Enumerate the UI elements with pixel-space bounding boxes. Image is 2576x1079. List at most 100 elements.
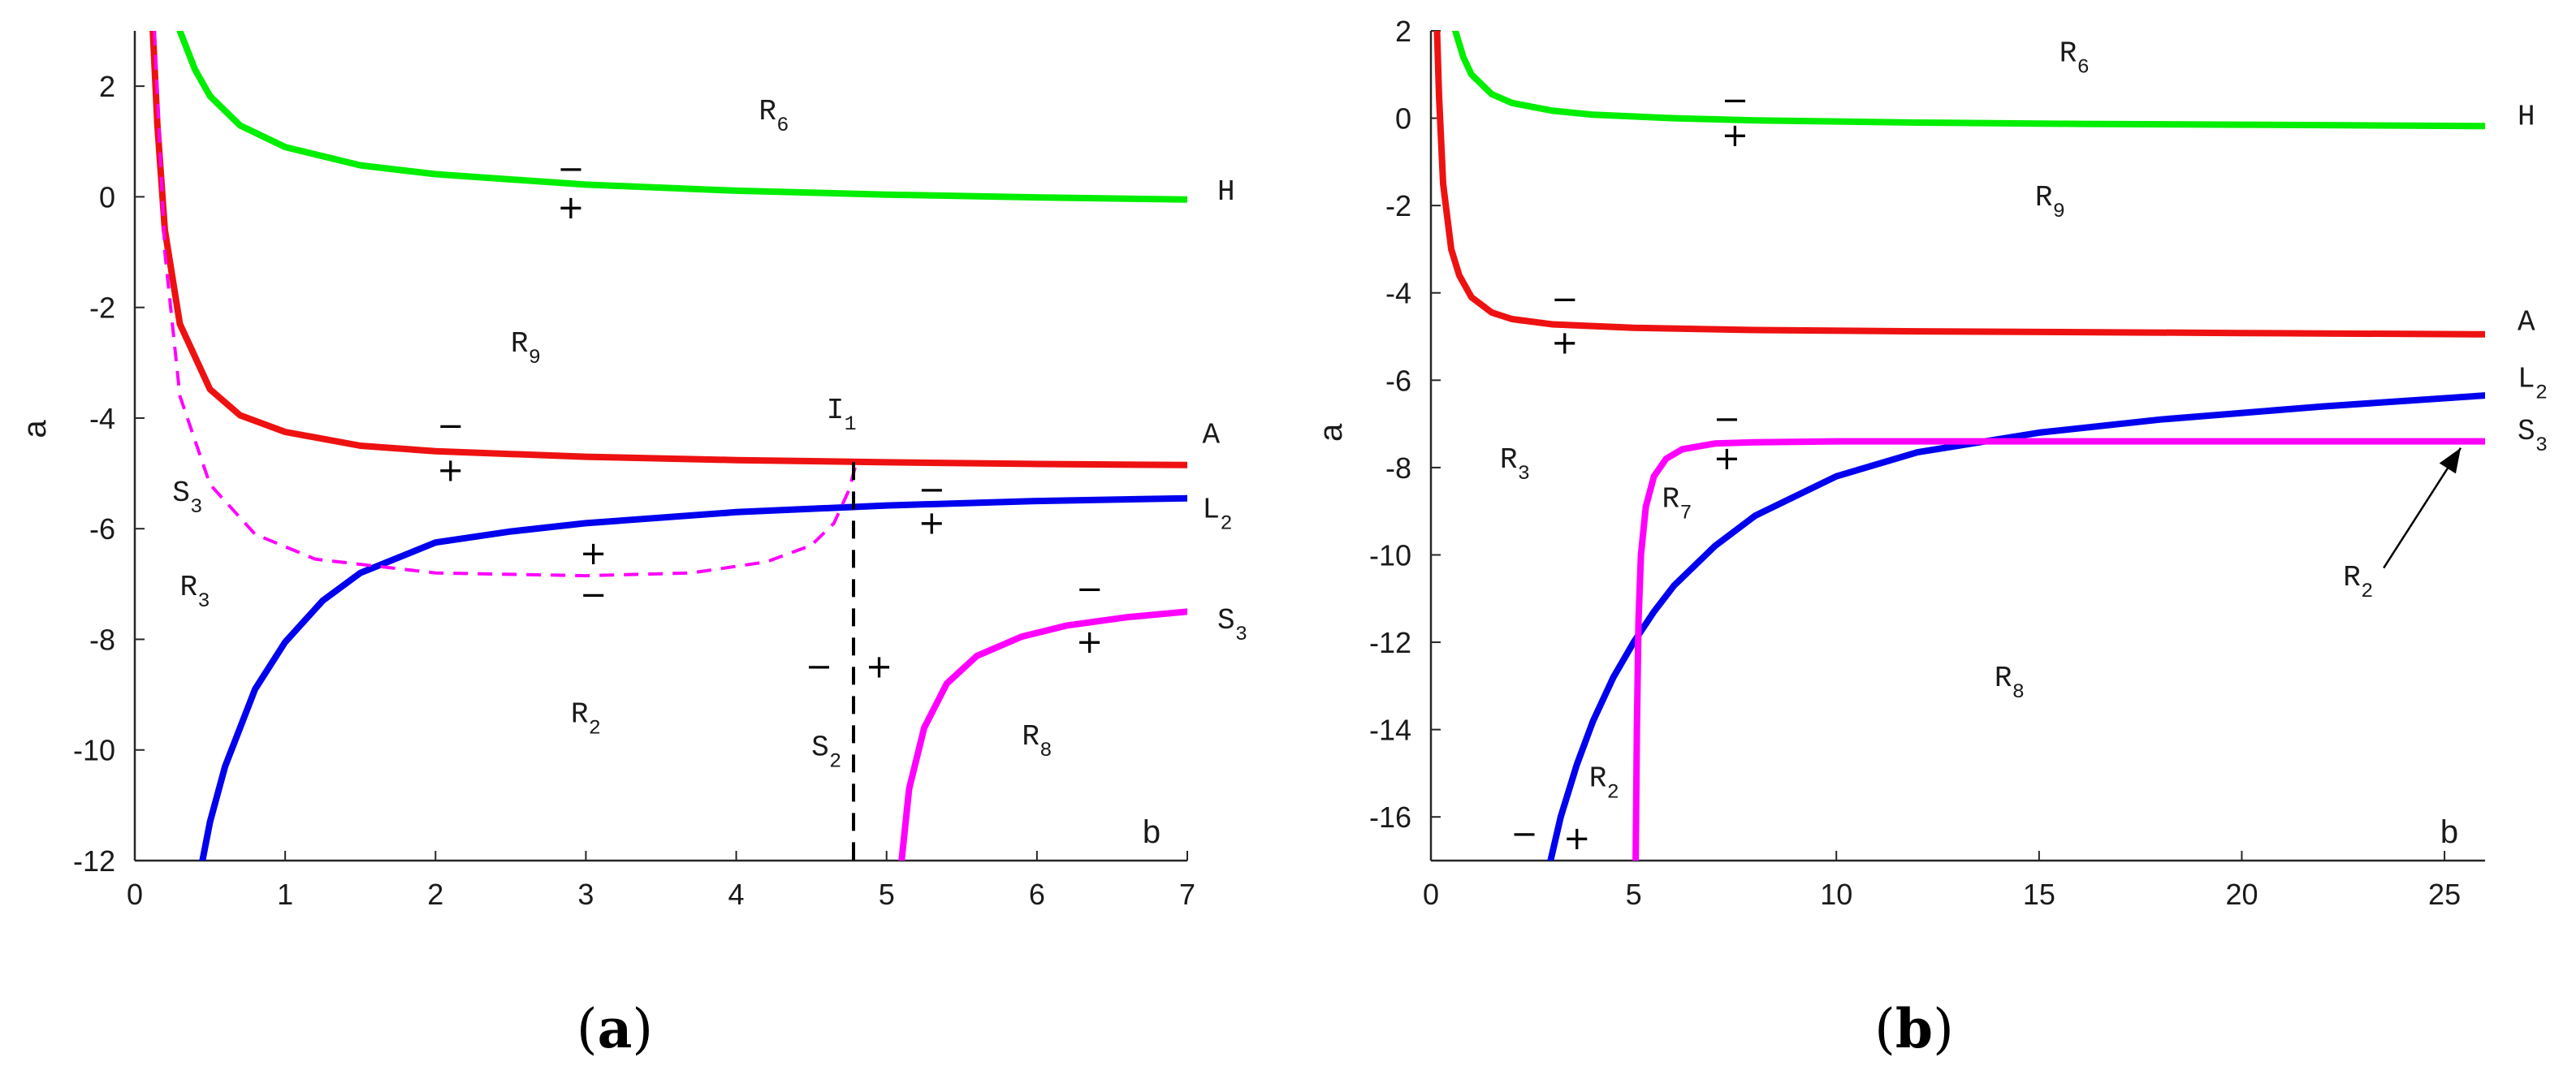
y-tick-label: -2 — [1385, 189, 1411, 222]
caption-part: ( — [1874, 998, 1895, 1060]
series-line-s3-dashed — [153, 31, 858, 578]
region-label-text: R — [1022, 720, 1039, 753]
region-label-text: A — [2518, 305, 2535, 339]
region-label: A — [2518, 305, 2535, 339]
x-tick-label: 1 — [277, 878, 293, 911]
y-tick-label: -10 — [73, 734, 115, 767]
y-axis-label: a — [17, 420, 53, 438]
caption-part: a — [598, 997, 633, 1060]
region-label-text: S — [1217, 604, 1235, 637]
y-tick-label: 2 — [99, 70, 115, 103]
region-label-sub: 3 — [2535, 434, 2548, 457]
region-label-text: R — [1589, 762, 1607, 796]
x-tick-label: 15 — [2023, 878, 2055, 911]
region-label-sub: 9 — [2053, 200, 2065, 223]
series-line-h — [1452, 31, 2485, 130]
series-line-a — [1433, 31, 2485, 338]
series-line-h — [176, 31, 1187, 203]
x-tick-label: 6 — [1029, 878, 1045, 911]
plus-sign: + — [1563, 820, 1591, 857]
region-label-text: S — [811, 732, 829, 765]
minus-sign: − — [557, 150, 585, 188]
minus-sign: − — [806, 649, 833, 686]
y-tick-label: -4 — [89, 402, 115, 435]
region-label-text: R — [1995, 662, 2012, 695]
plus-sign: + — [1551, 325, 1579, 362]
region-label-text: R — [511, 327, 529, 360]
plus-sign: + — [580, 535, 607, 572]
series-line-a — [149, 31, 1187, 468]
region-label-sub: 3 — [1235, 623, 1247, 646]
region-label-sub: 8 — [2012, 680, 2025, 704]
arrow-head — [2439, 447, 2461, 474]
plus-sign: + — [437, 452, 465, 490]
minus-sign: − — [918, 472, 945, 509]
y-tick-label: -8 — [89, 623, 115, 656]
region-label-text: R — [2343, 561, 2361, 594]
minus-sign: − — [1551, 281, 1579, 318]
y-tick-label: -8 — [1385, 451, 1411, 485]
series-line-s3 — [898, 608, 1187, 861]
y-axis-label: a — [1313, 423, 1349, 442]
region-label-text: L — [2518, 362, 2535, 395]
minus-sign: − — [1722, 82, 1749, 119]
region-label-sub: 2 — [1607, 781, 1619, 805]
series-line-l2 — [199, 494, 1187, 861]
series-line-l2 — [1547, 392, 2485, 861]
y-tick-label: 0 — [1395, 102, 1411, 136]
region-label-text: R — [2035, 181, 2053, 214]
y-tick-label: -16 — [1369, 801, 1411, 834]
panel-caption: (b) — [1874, 997, 1954, 1060]
region-label: H — [1217, 175, 1235, 209]
x-tick-label: 7 — [1179, 878, 1195, 911]
region-label-sub: 3 — [1518, 462, 1530, 486]
region-label-sub: 1 — [845, 412, 857, 436]
region-label-text: I — [827, 394, 845, 427]
caption-part: ) — [632, 998, 653, 1060]
caption-part: ) — [1933, 998, 1954, 1060]
y-tick-label: -6 — [1385, 364, 1411, 397]
region-label-text: R — [1662, 482, 1680, 516]
y-tick-label: 0 — [99, 180, 115, 214]
region-label-text: R — [571, 698, 589, 732]
region-label-sub: 2 — [589, 717, 601, 740]
x-tick-label: 5 — [1626, 878, 1642, 911]
minus-sign: − — [1714, 401, 1741, 438]
region-label-text: H — [2518, 101, 2535, 134]
minus-sign: − — [437, 408, 465, 445]
region-label-sub: 6 — [2077, 56, 2090, 80]
region-label-sub: 2 — [1221, 512, 1233, 536]
region-label-text: L — [1203, 494, 1221, 527]
plus-sign: + — [1076, 624, 1104, 661]
x-tick-label: 3 — [577, 878, 594, 911]
region-label: H — [2518, 101, 2535, 134]
region-label-text: R — [1500, 443, 1518, 477]
x-tick-label: 5 — [879, 878, 895, 911]
region-label-text: A — [1203, 419, 1221, 452]
panel-caption: (a) — [577, 997, 653, 1060]
x-tick-label: 10 — [1820, 878, 1852, 911]
caption-part: ( — [577, 998, 598, 1060]
x-tick-label: 20 — [2225, 878, 2258, 911]
minus-sign: − — [1511, 816, 1538, 853]
minus-sign: − — [1076, 571, 1104, 608]
plus-sign: + — [557, 189, 585, 227]
y-tick-label: -14 — [1369, 714, 1411, 747]
region-label-sub: 7 — [1680, 501, 1692, 524]
x-tick-label: 0 — [1423, 878, 1439, 911]
